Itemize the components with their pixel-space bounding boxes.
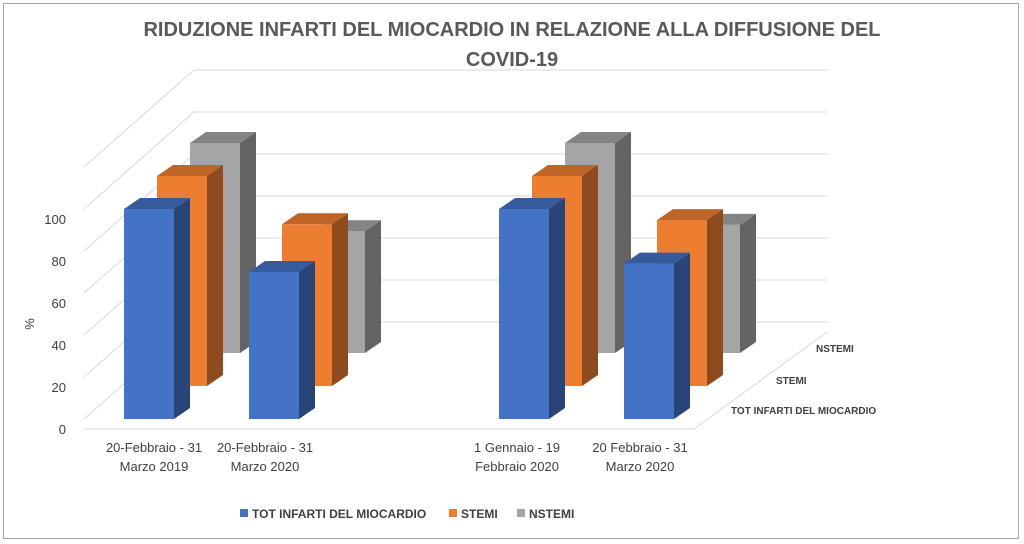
category-label: Marzo 2020 bbox=[231, 459, 300, 474]
bar-front bbox=[499, 209, 549, 419]
chart-title-line-2: COVID-19 bbox=[466, 49, 558, 71]
legend: TOT INFARTI DEL MIOCARDIO STEMI NSTEMI bbox=[240, 507, 574, 521]
bar-tot-3 bbox=[624, 252, 690, 419]
bar-side bbox=[332, 213, 348, 386]
legend-swatch bbox=[449, 509, 457, 517]
bar-tot-2 bbox=[499, 198, 565, 419]
chart-title-line-1: RIDUZIONE INFARTI DEL MIOCARDIO IN RELAZ… bbox=[143, 19, 880, 41]
category-label: 1 Gennaio - 19 bbox=[474, 440, 560, 455]
y-axis-label: % bbox=[22, 318, 37, 330]
chart-frame: RIDUZIONE INFARTI DEL MIOCARDIO IN RELAZ… bbox=[3, 3, 1019, 539]
bar-top bbox=[157, 165, 223, 176]
bar-top bbox=[190, 132, 256, 143]
floor-right-edge bbox=[693, 331, 828, 430]
bars bbox=[124, 132, 756, 419]
y-tick-label: 0 bbox=[59, 422, 66, 437]
bar-top bbox=[499, 198, 565, 209]
category-label: Febbraio 2020 bbox=[475, 459, 559, 474]
bar-top bbox=[282, 213, 348, 225]
category-label: 20 Febbraio - 31 bbox=[592, 440, 687, 455]
bar-top bbox=[657, 209, 723, 221]
bar-top bbox=[249, 261, 315, 272]
bar-top bbox=[124, 198, 190, 209]
depth-label: TOT INFARTI DEL MIOCARDIO bbox=[731, 406, 876, 417]
bar-top bbox=[624, 252, 690, 264]
y-tick-label: 80 bbox=[52, 254, 66, 269]
bar-top bbox=[532, 165, 598, 176]
legend-swatch bbox=[240, 509, 248, 517]
y-tick-label: 60 bbox=[52, 296, 66, 311]
bar-side bbox=[740, 213, 756, 353]
category-label: Marzo 2020 bbox=[606, 459, 675, 474]
depth-label: NSTEMI bbox=[816, 344, 854, 355]
legend-label: TOT INFARTI DEL MIOCARDIO bbox=[252, 507, 426, 521]
depth-label: STEMI bbox=[776, 376, 807, 387]
bar-side bbox=[582, 165, 598, 386]
bar-tot-0 bbox=[124, 198, 190, 419]
bar-front bbox=[624, 263, 674, 419]
bar-front bbox=[124, 209, 174, 419]
legend-label: NSTEMI bbox=[529, 507, 574, 521]
bar-side bbox=[549, 198, 565, 419]
legend-label: STEMI bbox=[461, 507, 498, 521]
axis-labels: 0 20 40 60 80 100% 20-Febbraio - 31 Marzo 2019 2… bbox=[22, 212, 876, 474]
bar-side bbox=[707, 209, 723, 386]
gridline-6 bbox=[83, 69, 827, 168]
bar-side bbox=[299, 261, 315, 419]
bar-side bbox=[674, 252, 690, 419]
y-tick-label: 100 bbox=[44, 212, 66, 227]
bar-front bbox=[249, 272, 299, 419]
legend-swatch bbox=[517, 509, 525, 517]
gridline-5 bbox=[83, 111, 827, 210]
y-tick-label: 40 bbox=[52, 338, 66, 353]
bar-side bbox=[365, 220, 381, 353]
y-tick-label: 20 bbox=[52, 380, 66, 395]
bar-tot-1 bbox=[249, 261, 315, 419]
bar-side bbox=[174, 198, 190, 419]
category-label: Marzo 2019 bbox=[120, 459, 189, 474]
bar-top bbox=[565, 132, 631, 143]
bar-side bbox=[207, 165, 223, 386]
chart-canvas: RIDUZIONE INFARTI DEL MIOCARDIO IN RELAZ… bbox=[22, 19, 881, 521]
category-label: 20-Febbraio - 31 bbox=[217, 440, 313, 455]
category-label: 20-Febbraio - 31 bbox=[106, 440, 202, 455]
